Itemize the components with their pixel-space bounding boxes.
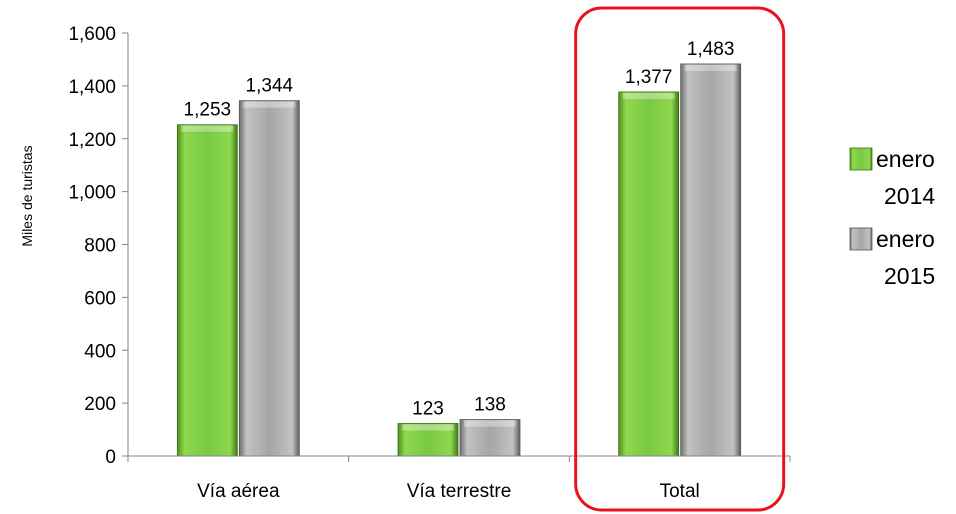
data-label: 1,253 <box>184 100 232 121</box>
data-label: 1,483 <box>687 39 735 60</box>
bar <box>238 100 300 457</box>
total-highlight-box <box>574 6 786 512</box>
y-tick-label: 1,000 <box>68 183 116 204</box>
x-tick-label: Total <box>660 481 700 502</box>
bar-bevel <box>402 424 454 431</box>
bar-bevel <box>464 420 516 427</box>
y-tick-label: 1,200 <box>68 130 116 151</box>
bar-bevel <box>622 92 675 99</box>
y-tick-label: 1,600 <box>68 24 116 45</box>
data-label: 138 <box>474 395 506 416</box>
y-tick-label: 0 <box>105 447 116 468</box>
bar <box>680 63 742 457</box>
legend-label: enero <box>876 226 935 252</box>
bar-bevel <box>243 101 296 108</box>
y-tick-label: 400 <box>84 341 116 362</box>
data-label: 123 <box>412 398 444 419</box>
legend-swatch <box>849 227 873 251</box>
bar <box>397 423 459 457</box>
legend-label: enero <box>876 146 935 172</box>
bar <box>618 91 680 457</box>
y-tick-label: 1,400 <box>68 77 116 98</box>
y-tick-label: 600 <box>84 288 116 309</box>
legend-label: 2015 <box>884 263 935 289</box>
x-tick-label: Vía aérea <box>197 481 280 502</box>
y-tick-label: 200 <box>84 394 116 415</box>
bar <box>176 124 238 457</box>
bar-bevel <box>181 125 234 132</box>
data-label: 1,344 <box>246 76 294 97</box>
data-label: 1,377 <box>625 67 673 88</box>
y-tick-label: 800 <box>84 236 116 257</box>
legend-label: 2014 <box>884 183 935 209</box>
bar-bevel <box>684 64 737 71</box>
x-tick-label: Vía terrestre <box>407 481 512 502</box>
legend-swatch <box>849 147 873 171</box>
bar <box>459 419 521 457</box>
y-axis-title: Miles de turistas <box>19 145 35 246</box>
